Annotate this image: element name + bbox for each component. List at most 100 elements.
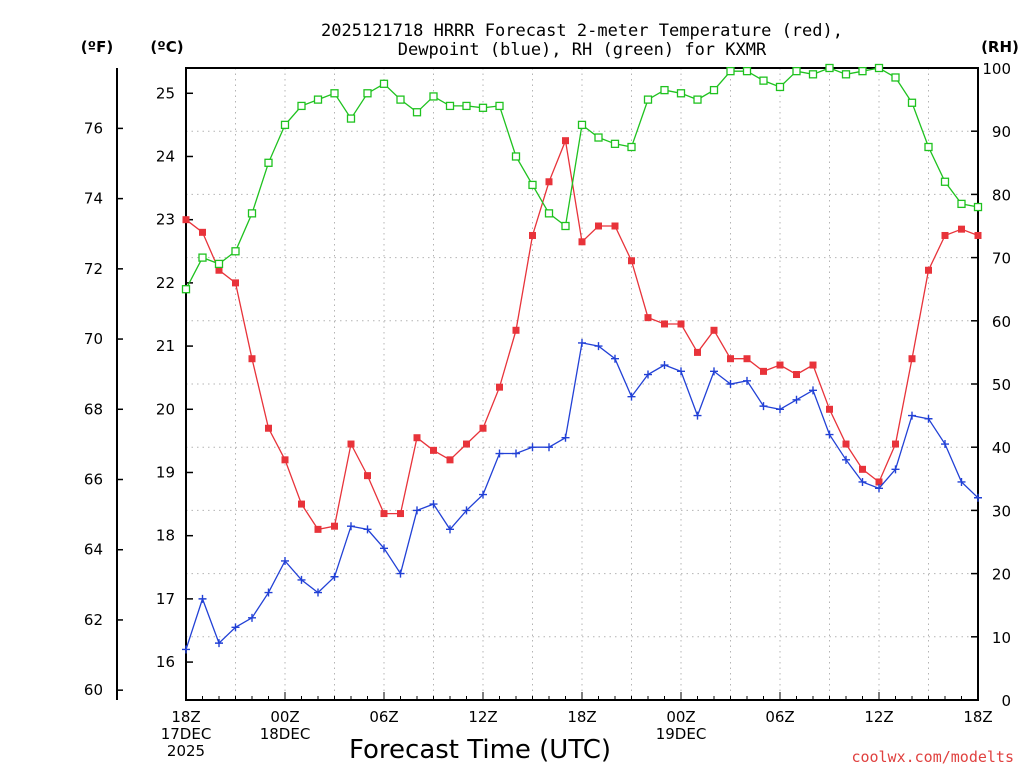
temperature-point	[298, 500, 305, 508]
chart-title-line-2: Dewpoint (blue), RH (green) for KXMR	[398, 40, 767, 60]
rh-point	[577, 120, 587, 130]
dewpoint-point	[677, 367, 685, 376]
dewpoint-point	[314, 588, 322, 597]
celsius-tick-label: 22	[156, 274, 175, 292]
rh-point	[231, 247, 240, 256]
dewpoint-point	[446, 525, 454, 534]
temperature-point	[529, 231, 536, 239]
dewpoint-point	[545, 443, 553, 452]
rh-tick-label: 70	[992, 250, 1011, 268]
celsius-tick-label: 19	[156, 463, 175, 481]
series-rh	[181, 63, 983, 294]
temperature-point	[661, 320, 668, 328]
dewpoint-point	[611, 354, 619, 363]
x-tick-label: 2025	[167, 742, 205, 760]
temperature-point	[908, 355, 916, 363]
temperature-point	[265, 424, 272, 432]
temperature-point	[463, 440, 470, 448]
rh-point	[660, 85, 669, 95]
temperature-point	[859, 465, 866, 473]
temperature-point	[578, 238, 586, 246]
rh-point	[594, 133, 603, 142]
dewpoint-point	[891, 465, 900, 474]
fahrenheit-tick-label: 70	[84, 330, 103, 348]
rh-point	[610, 139, 620, 148]
x-tick-label: 18Z	[567, 708, 596, 726]
x-tick-label: 17DEC	[161, 725, 212, 743]
temperature-point	[875, 478, 883, 486]
dewpoint-point	[231, 623, 240, 632]
rh-point	[528, 180, 537, 190]
rh-point	[924, 142, 933, 152]
temperature-point	[364, 472, 371, 480]
rh-point	[214, 259, 224, 269]
series-layer	[181, 63, 983, 654]
temperature-point	[793, 371, 800, 379]
fahrenheit-tick-label: 76	[84, 119, 103, 137]
temperature-point	[281, 456, 289, 464]
dewpoint-point	[380, 544, 388, 553]
series-line-dewpoint	[185, 342, 979, 650]
rh-point	[561, 221, 570, 231]
rh-point	[693, 95, 702, 104]
temperature-point	[710, 326, 718, 334]
rh-point	[874, 63, 884, 73]
temperature-point	[958, 225, 965, 233]
rh-point	[709, 85, 719, 95]
rh-tick-label: 60	[992, 313, 1011, 331]
rh-point	[412, 108, 422, 117]
temperature-point	[199, 228, 206, 236]
dewpoint-point	[825, 430, 834, 439]
temperature-point	[892, 440, 899, 448]
celsius-tick-label: 25	[156, 84, 175, 102]
fahrenheit-tick-label: 74	[84, 190, 103, 208]
rh-point	[297, 101, 306, 111]
celsius-tick-label: 20	[156, 400, 175, 418]
dewpoint-point	[198, 594, 207, 603]
fahrenheit-tick-label: 72	[84, 260, 103, 278]
rh-point	[742, 67, 752, 76]
celsius-tick-label: 24	[156, 147, 175, 165]
rh-point	[775, 82, 785, 92]
rh-point	[825, 63, 834, 73]
temperature-point	[479, 424, 487, 432]
dewpoint-point	[660, 361, 669, 370]
temperature-point	[215, 266, 223, 274]
temperature-point	[331, 522, 338, 530]
rh-point	[429, 92, 438, 101]
celsius-tick-label: 18	[156, 527, 175, 545]
dewpoint-point	[462, 506, 471, 515]
temperature-point	[512, 326, 520, 334]
rh-point	[264, 158, 273, 167]
tick-labels: 6062646668707274761617181920212223242501…	[84, 60, 1011, 760]
celsius-axis-label: (ºC)	[150, 38, 183, 56]
dewpoint-point	[495, 449, 504, 458]
rh-point	[280, 120, 290, 130]
temperature-point	[562, 137, 569, 145]
rh-point	[891, 73, 900, 82]
temperature-point	[413, 434, 421, 442]
dewpoint-point	[908, 411, 916, 420]
rh-point	[973, 202, 983, 212]
rh-point	[462, 101, 471, 111]
x-tick-label: 06Z	[369, 708, 398, 726]
temperature-point	[842, 440, 850, 448]
temperature-point	[974, 231, 982, 239]
celsius-tick-label: 17	[156, 590, 175, 608]
rh-axis-label: (RH)	[981, 38, 1019, 56]
dewpoint-point	[429, 500, 438, 509]
temperature-point	[397, 510, 404, 518]
x-tick-label: 00Z	[270, 708, 299, 726]
temperature-point	[644, 314, 652, 322]
rh-point	[495, 101, 504, 111]
temperature-point	[727, 355, 734, 363]
chart-title-line-1: 2025121718 HRRR Forecast 2-meter Tempera…	[321, 21, 843, 41]
dewpoint-point	[693, 411, 702, 420]
dewpoint-point	[842, 455, 850, 464]
dewpoint-point	[396, 569, 405, 578]
dewpoint-point	[578, 338, 586, 347]
rh-point	[396, 95, 405, 104]
x-tick-label: 12Z	[864, 708, 893, 726]
dewpoint-point	[809, 386, 817, 395]
dewpoint-point	[875, 484, 883, 493]
